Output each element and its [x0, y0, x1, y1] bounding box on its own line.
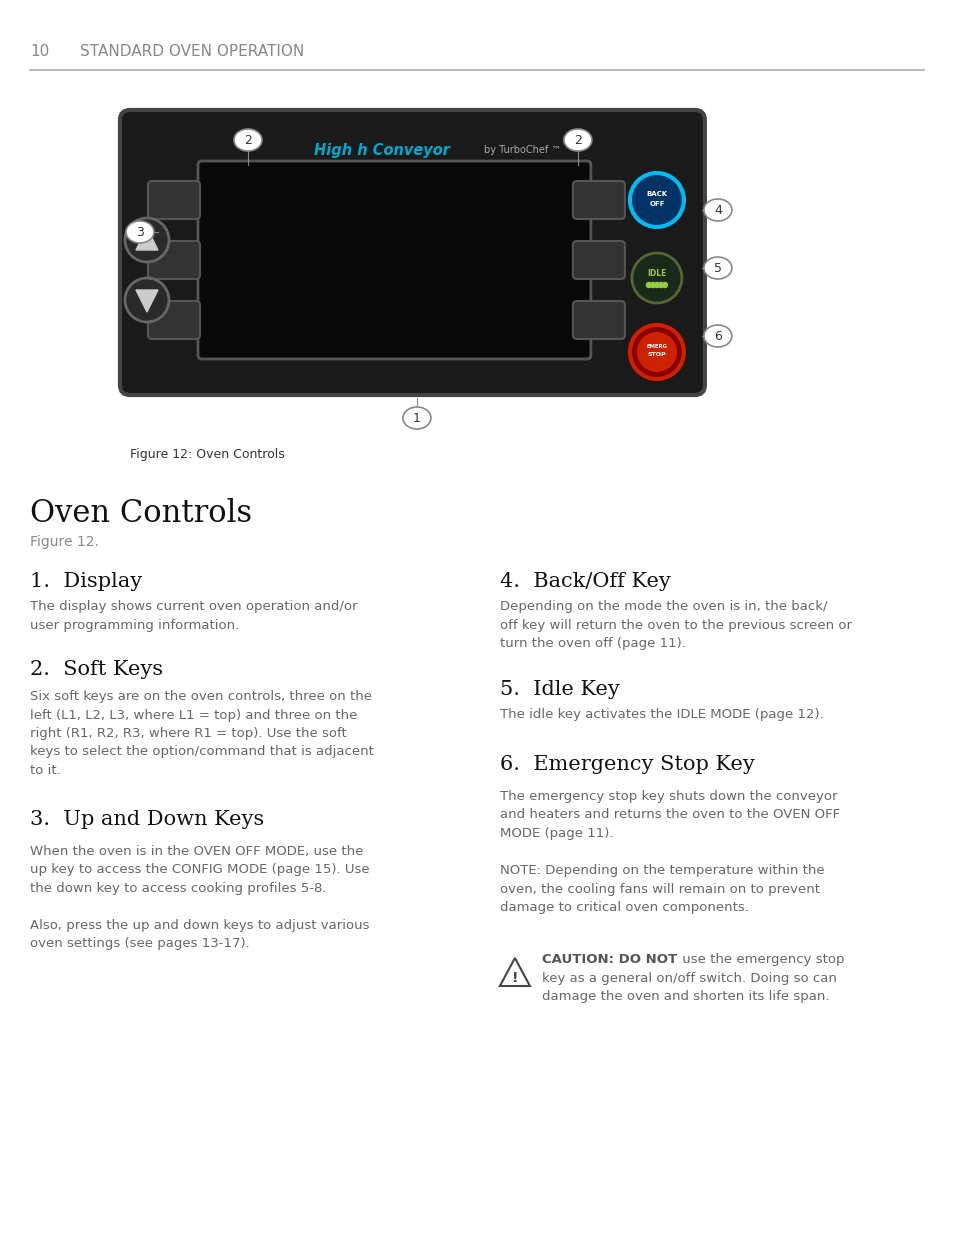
Text: 1: 1 [413, 411, 420, 425]
Ellipse shape [126, 221, 153, 243]
Circle shape [637, 332, 677, 372]
Text: 3.  Up and Down Keys: 3. Up and Down Keys [30, 810, 264, 829]
FancyBboxPatch shape [573, 241, 624, 279]
FancyBboxPatch shape [148, 241, 200, 279]
Text: key as a general on/off switch. Doing so can: key as a general on/off switch. Doing so… [541, 972, 836, 986]
Circle shape [125, 278, 169, 322]
Text: 2: 2 [244, 133, 252, 147]
Text: 2: 2 [574, 133, 581, 147]
Ellipse shape [563, 128, 591, 151]
Circle shape [629, 173, 683, 227]
Text: 6: 6 [713, 330, 721, 342]
Text: 4.  Back/Off Key: 4. Back/Off Key [499, 572, 670, 592]
Text: High h Conveyor: High h Conveyor [314, 142, 450, 158]
Text: STOP: STOP [647, 352, 665, 357]
Circle shape [650, 283, 655, 288]
Ellipse shape [703, 199, 731, 221]
FancyBboxPatch shape [148, 301, 200, 338]
Text: 2.  Soft Keys: 2. Soft Keys [30, 659, 163, 679]
Text: 1.  Display: 1. Display [30, 572, 142, 592]
Text: Figure 12.: Figure 12. [30, 535, 99, 550]
Ellipse shape [703, 325, 731, 347]
Ellipse shape [402, 408, 431, 429]
Polygon shape [136, 228, 158, 249]
FancyBboxPatch shape [120, 110, 704, 395]
Text: CAUTION: DO NOT: CAUTION: DO NOT [541, 953, 677, 966]
Circle shape [654, 283, 659, 288]
Text: damage the oven and shorten its life span.: damage the oven and shorten its life spa… [541, 990, 828, 1003]
Text: Depending on the mode the oven is in, the back/
off key will return the oven to : Depending on the mode the oven is in, th… [499, 600, 851, 650]
Text: 5: 5 [713, 262, 721, 274]
Text: The idle key activates the IDLE MODE (page 12).: The idle key activates the IDLE MODE (pa… [499, 708, 822, 721]
Polygon shape [136, 290, 158, 312]
Text: OFF: OFF [648, 201, 664, 207]
Text: Six soft keys are on the oven controls, three on the
left (L1, L2, L3, where L1 : Six soft keys are on the oven controls, … [30, 690, 374, 777]
FancyBboxPatch shape [198, 161, 590, 359]
Text: 4: 4 [713, 204, 721, 216]
Circle shape [629, 325, 683, 379]
Text: !: ! [511, 971, 517, 986]
Circle shape [658, 283, 662, 288]
Text: BACK: BACK [645, 191, 667, 198]
Ellipse shape [233, 128, 262, 151]
Text: STANDARD OVEN OPERATION: STANDARD OVEN OPERATION [80, 44, 304, 59]
Text: Figure 12: Oven Controls: Figure 12: Oven Controls [130, 448, 284, 461]
Text: EMERG: EMERG [646, 343, 667, 348]
Text: by TurboChef ™: by TurboChef ™ [484, 144, 561, 156]
Text: Oven Controls: Oven Controls [30, 498, 252, 529]
Circle shape [646, 283, 651, 288]
Ellipse shape [703, 257, 731, 279]
Text: The emergency stop key shuts down the conveyor
and heaters and returns the oven : The emergency stop key shuts down the co… [499, 790, 840, 914]
Text: 5.  Idle Key: 5. Idle Key [499, 680, 619, 699]
Circle shape [631, 253, 681, 303]
Text: IDLE: IDLE [646, 268, 666, 278]
Text: 3: 3 [136, 226, 144, 238]
Text: 6.  Emergency Stop Key: 6. Emergency Stop Key [499, 755, 754, 774]
FancyBboxPatch shape [573, 301, 624, 338]
Circle shape [125, 219, 169, 262]
Text: The display shows current oven operation and/or
user programming information.: The display shows current oven operation… [30, 600, 357, 631]
Text: use the emergency stop: use the emergency stop [678, 953, 843, 966]
Text: When the oven is in the OVEN OFF MODE, use the
up key to access the CONFIG MODE : When the oven is in the OVEN OFF MODE, u… [30, 845, 369, 951]
FancyBboxPatch shape [148, 182, 200, 219]
FancyBboxPatch shape [573, 182, 624, 219]
Circle shape [661, 283, 667, 288]
Text: 10: 10 [30, 44, 50, 59]
